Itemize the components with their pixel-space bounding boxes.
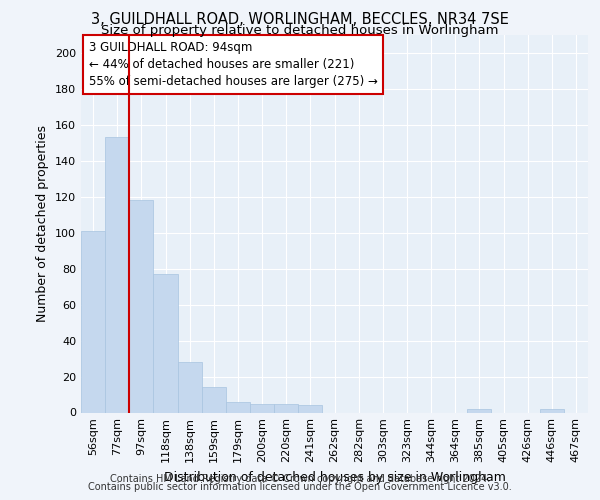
Bar bbox=[105, 138, 129, 412]
Text: Contains public sector information licensed under the Open Government Licence v3: Contains public sector information licen… bbox=[88, 482, 512, 492]
Text: 3 GUILDHALL ROAD: 94sqm
← 44% of detached houses are smaller (221)
55% of semi-d: 3 GUILDHALL ROAD: 94sqm ← 44% of detache… bbox=[89, 40, 377, 88]
Y-axis label: Number of detached properties: Number of detached properties bbox=[37, 125, 49, 322]
Bar bbox=[178, 362, 202, 412]
Text: 3, GUILDHALL ROAD, WORLINGHAM, BECCLES, NR34 7SE: 3, GUILDHALL ROAD, WORLINGHAM, BECCLES, … bbox=[91, 12, 509, 26]
Bar bbox=[250, 404, 274, 412]
Text: Contains HM Land Registry data © Crown copyright and database right 2024.: Contains HM Land Registry data © Crown c… bbox=[110, 474, 490, 484]
Text: Size of property relative to detached houses in Worlingham: Size of property relative to detached ho… bbox=[101, 24, 499, 37]
Bar bbox=[81, 231, 105, 412]
X-axis label: Distribution of detached houses by size in Worlingham: Distribution of detached houses by size … bbox=[164, 471, 505, 484]
Bar bbox=[274, 404, 298, 412]
Bar bbox=[467, 409, 491, 412]
Bar bbox=[202, 388, 226, 412]
Bar bbox=[129, 200, 154, 412]
Bar bbox=[540, 409, 564, 412]
Bar bbox=[298, 406, 322, 412]
Bar bbox=[154, 274, 178, 412]
Bar bbox=[226, 402, 250, 412]
